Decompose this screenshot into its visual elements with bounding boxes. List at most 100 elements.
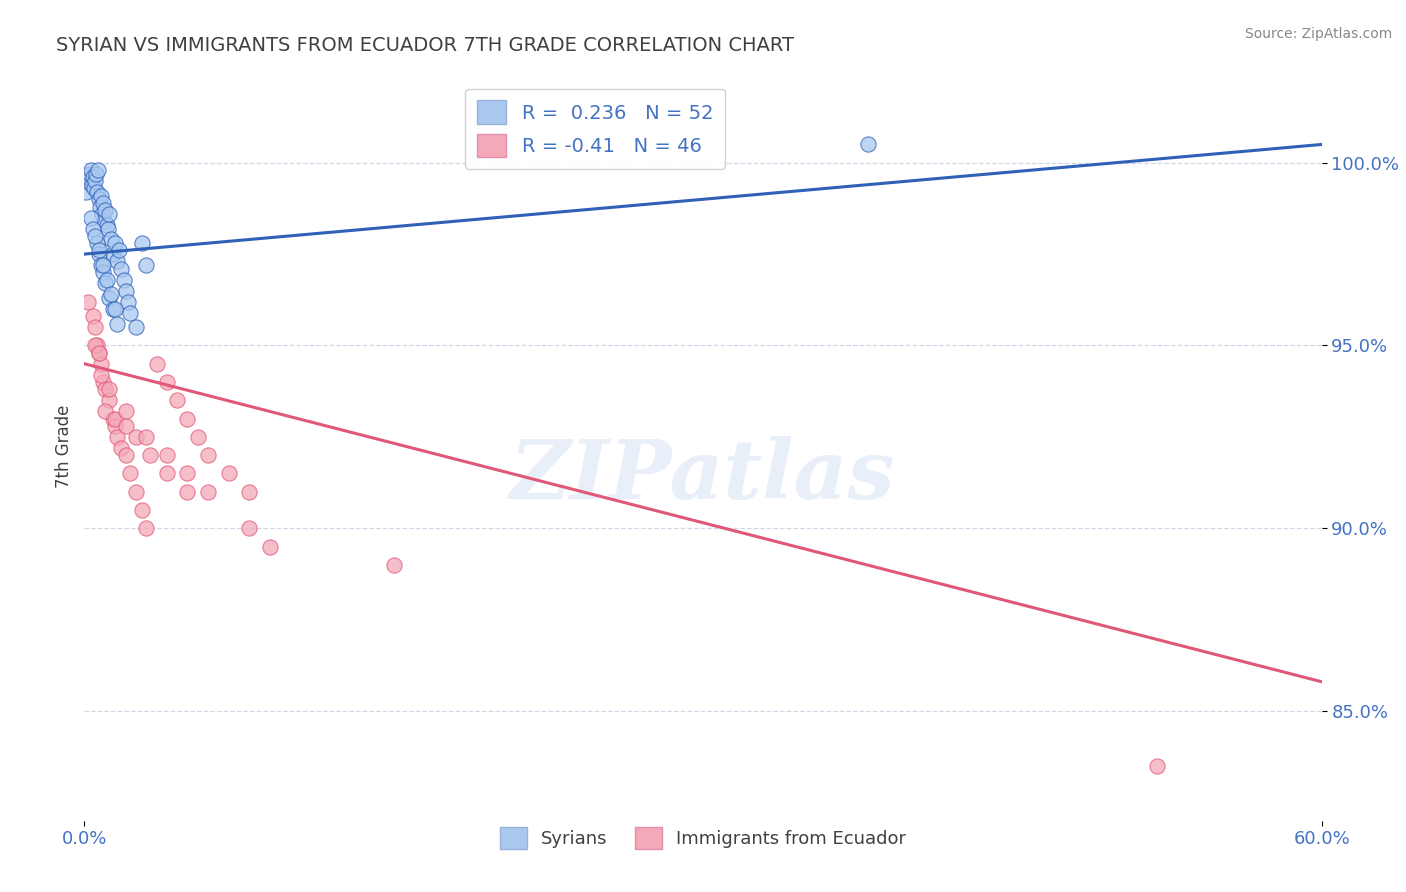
Point xyxy=(87,163,110,178)
Point xyxy=(105,430,128,444)
Point xyxy=(166,393,188,408)
Point xyxy=(91,196,114,211)
Point xyxy=(75,185,97,199)
Point xyxy=(259,540,281,554)
Point xyxy=(96,273,118,287)
Point xyxy=(108,244,131,258)
Point xyxy=(93,214,115,228)
Legend: Syrians, Immigrants from Ecuador: Syrians, Immigrants from Ecuador xyxy=(492,820,914,856)
Point xyxy=(114,448,136,462)
Point xyxy=(104,236,127,251)
Text: SYRIAN VS IMMIGRANTS FROM ECUADOR 7TH GRADE CORRELATION CHART: SYRIAN VS IMMIGRANTS FROM ECUADOR 7TH GR… xyxy=(56,36,794,54)
Point xyxy=(135,521,157,535)
Point xyxy=(125,430,148,444)
Point xyxy=(83,320,105,334)
Point xyxy=(86,236,108,251)
Point xyxy=(87,346,110,360)
Point xyxy=(94,382,117,396)
Point xyxy=(94,404,117,418)
Point xyxy=(110,441,132,455)
Point xyxy=(131,236,153,251)
Point xyxy=(98,382,121,396)
Point xyxy=(114,404,136,418)
Point xyxy=(197,448,219,462)
Point xyxy=(156,467,179,481)
Point xyxy=(114,284,136,298)
Point xyxy=(90,207,112,221)
Point xyxy=(118,305,141,319)
Point xyxy=(94,277,117,291)
Point xyxy=(118,467,141,481)
Point xyxy=(83,174,105,188)
Point xyxy=(856,137,879,152)
Point xyxy=(1146,759,1168,773)
Point xyxy=(176,411,198,425)
Point xyxy=(125,320,148,334)
Point xyxy=(91,375,114,389)
Point xyxy=(156,375,179,389)
Point xyxy=(83,228,105,243)
Point xyxy=(145,357,167,371)
Point xyxy=(76,174,98,188)
Point xyxy=(104,418,127,433)
Y-axis label: 7th Grade: 7th Grade xyxy=(55,404,73,488)
Point xyxy=(100,232,122,246)
Point xyxy=(80,178,103,192)
Point xyxy=(98,393,121,408)
Point xyxy=(105,254,128,268)
Point xyxy=(90,357,112,371)
Point xyxy=(86,185,108,199)
Point xyxy=(238,521,260,535)
Point xyxy=(84,167,107,181)
Point xyxy=(135,430,157,444)
Point xyxy=(218,467,240,481)
Point xyxy=(90,368,112,382)
Point xyxy=(77,294,100,309)
Point xyxy=(87,244,110,258)
Point xyxy=(103,411,125,425)
Point xyxy=(79,167,101,181)
Point xyxy=(104,301,127,316)
Point xyxy=(156,448,179,462)
Point xyxy=(87,247,110,261)
Point xyxy=(100,287,122,301)
Point xyxy=(382,558,405,572)
Text: ZIPatlas: ZIPatlas xyxy=(510,436,896,516)
Point xyxy=(96,218,118,232)
Point xyxy=(176,467,198,481)
Point xyxy=(135,258,157,272)
Point xyxy=(90,258,112,272)
Point xyxy=(87,192,110,206)
Point xyxy=(94,203,117,218)
Point xyxy=(82,170,104,185)
Point xyxy=(82,221,104,235)
Point xyxy=(98,291,121,305)
Point xyxy=(117,294,139,309)
Point xyxy=(197,484,219,499)
Point xyxy=(89,200,111,214)
Point xyxy=(105,317,128,331)
Point xyxy=(97,221,120,235)
Point xyxy=(90,188,112,202)
Point xyxy=(114,418,136,433)
Point xyxy=(104,411,127,425)
Point xyxy=(139,448,162,462)
Point xyxy=(82,310,104,324)
Point xyxy=(91,265,114,279)
Point xyxy=(91,258,114,272)
Point xyxy=(79,163,101,178)
Point xyxy=(176,484,198,499)
Point xyxy=(103,301,125,316)
Point xyxy=(83,338,105,352)
Point xyxy=(125,484,148,499)
Text: Source: ZipAtlas.com: Source: ZipAtlas.com xyxy=(1244,27,1392,41)
Point xyxy=(83,181,105,195)
Point xyxy=(98,207,121,221)
Point xyxy=(87,346,110,360)
Point xyxy=(238,484,260,499)
Point xyxy=(131,503,153,517)
Point xyxy=(77,170,100,185)
Point xyxy=(187,430,209,444)
Point xyxy=(103,247,125,261)
Point xyxy=(79,211,101,225)
